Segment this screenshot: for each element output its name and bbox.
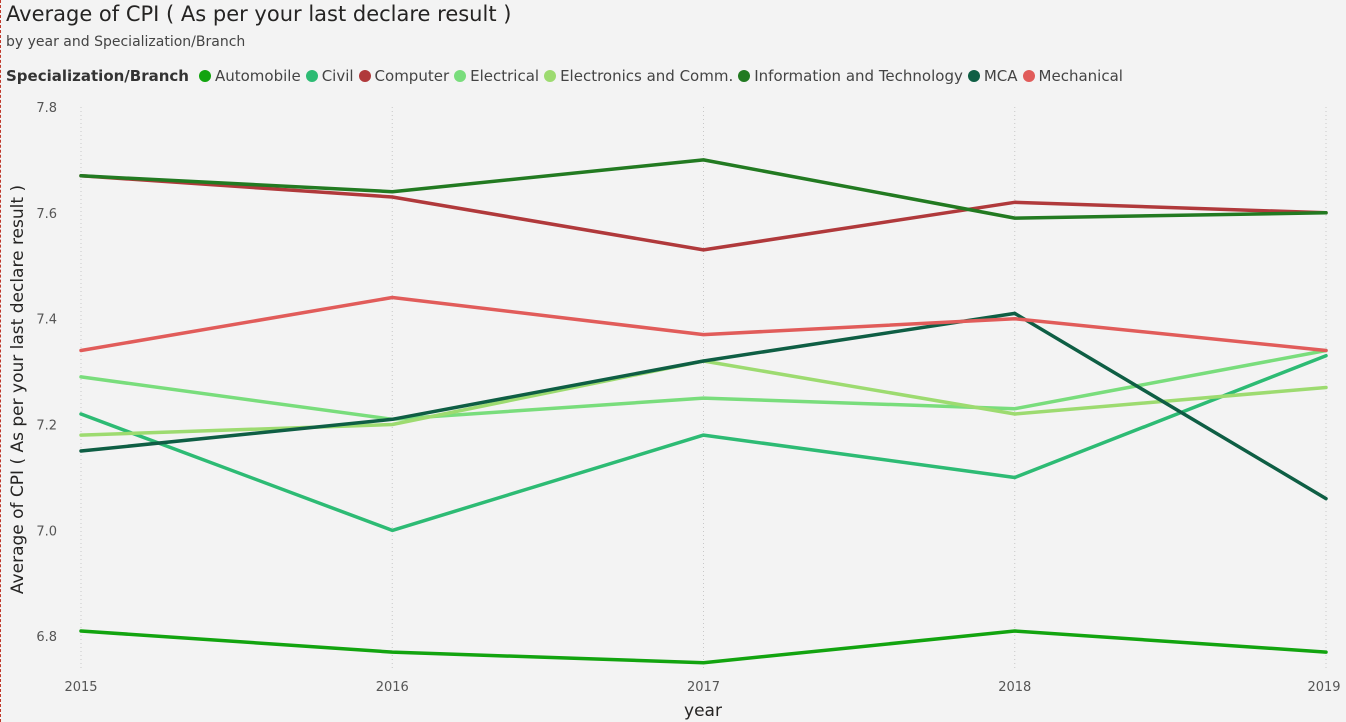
y-axis-title: Average of CPI ( As per your last declar… xyxy=(8,185,28,594)
legend-marker xyxy=(738,70,751,82)
legend-marker xyxy=(198,70,211,82)
legend-items: Automobile Civil Computer Electrical Electro… xyxy=(198,67,1128,85)
legend-marker xyxy=(544,70,557,82)
x-tick-label: 2017 xyxy=(687,680,720,695)
legend-item-civil[interactable]: Civil xyxy=(305,67,354,85)
series-line-information-and-technology[interactable] xyxy=(79,158,1328,220)
y-axis-ticks: 6.8 7.0 7.2 7.4 7.6 7.8 xyxy=(36,101,57,645)
legend-marker xyxy=(967,70,980,82)
legend-marker xyxy=(305,70,318,82)
y-tick-label: 7.8 xyxy=(36,101,57,116)
series-line-civil[interactable] xyxy=(79,353,1328,533)
series-lines xyxy=(79,158,1328,665)
y-tick-label: 7.4 xyxy=(36,313,57,328)
x-axis-ticks: 2015 2016 2017 2018 2019 xyxy=(64,680,1340,695)
chart-subtitle: by year and Specialization/Branch xyxy=(6,34,246,50)
x-tick-label: 2019 xyxy=(1307,680,1340,695)
legend-marker xyxy=(1022,70,1035,82)
legend-marker xyxy=(454,70,467,82)
series-line-automobile[interactable] xyxy=(79,629,1328,665)
legend-label: Automobile xyxy=(214,67,301,85)
legend-label: Civil xyxy=(321,67,354,85)
legend-marker xyxy=(358,70,371,82)
legend-label: Computer xyxy=(374,67,450,85)
x-tick-label: 2018 xyxy=(998,680,1031,695)
y-tick-label: 7.0 xyxy=(36,524,57,539)
legend-title: Specialization/Branch xyxy=(6,67,189,85)
legend-label: Electronics and Comm. xyxy=(560,67,734,85)
series-line-electrical[interactable] xyxy=(79,348,1328,422)
legend-item-mechanical[interactable]: Mechanical xyxy=(1022,67,1123,85)
legend-item-computer[interactable]: Computer xyxy=(358,67,450,85)
chart-title: Average of CPI ( As per your last declar… xyxy=(6,2,512,26)
y-tick-label: 7.6 xyxy=(36,207,57,222)
legend-item-mca[interactable]: MCA xyxy=(967,67,1018,85)
legend-label: Information and Technology xyxy=(754,67,963,85)
legend-item-automobile[interactable]: Automobile xyxy=(198,67,301,85)
series-line-mechanical[interactable] xyxy=(79,295,1328,353)
legend-label: MCA xyxy=(983,67,1018,85)
legend-item-electrical[interactable]: Electrical xyxy=(454,67,539,85)
series-line-computer[interactable] xyxy=(79,174,1328,252)
x-tick-label: 2015 xyxy=(64,680,97,695)
legend: Specialization/Branch Automobile Civil Com… xyxy=(6,67,1128,85)
series-line-mca[interactable] xyxy=(79,311,1328,501)
legend-label: Electrical xyxy=(470,67,540,85)
x-tick-label: 2016 xyxy=(376,680,409,695)
legend-label: Mechanical xyxy=(1038,67,1123,85)
y-tick-label: 7.2 xyxy=(36,419,57,434)
legend-item-information-and-technology[interactable]: Information and Technology xyxy=(738,67,963,85)
y-tick-label: 6.8 xyxy=(36,630,57,645)
left-border xyxy=(0,0,1,722)
x-axis-title: year xyxy=(684,701,722,721)
legend-item-electronics-and-comm[interactable]: Electronics and Comm. xyxy=(544,67,733,85)
